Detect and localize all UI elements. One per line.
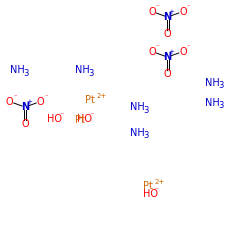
Text: +: +	[168, 49, 174, 55]
Text: NH: NH	[75, 65, 90, 75]
Text: ⁻: ⁻	[13, 94, 17, 100]
Text: 2+: 2+	[97, 92, 107, 98]
Text: +: +	[26, 99, 32, 105]
Text: 3: 3	[218, 81, 224, 90]
Text: +: +	[168, 9, 174, 15]
Text: O: O	[6, 97, 13, 107]
Text: ⁻: ⁻	[186, 4, 190, 10]
Text: ⁻: ⁻	[44, 94, 48, 100]
Text: 3: 3	[143, 131, 148, 140]
Text: N: N	[164, 52, 172, 62]
Text: ⁻: ⁻	[60, 110, 64, 120]
Text: O: O	[179, 7, 187, 17]
Text: O: O	[179, 47, 187, 57]
Text: ⁻: ⁻	[156, 4, 160, 10]
Text: O: O	[148, 47, 156, 57]
Text: NH: NH	[130, 102, 145, 113]
Text: 3: 3	[143, 106, 148, 115]
Text: O: O	[164, 29, 171, 39]
Text: HO: HO	[142, 189, 158, 199]
Text: ⁻: ⁻	[154, 186, 159, 194]
Text: O: O	[37, 97, 44, 107]
Text: HO: HO	[78, 114, 92, 124]
Text: N: N	[21, 102, 29, 113]
Text: NH: NH	[205, 98, 220, 108]
Text: Pt: Pt	[75, 115, 85, 125]
Text: 3: 3	[218, 101, 224, 110]
Text: ⁻: ⁻	[156, 44, 160, 51]
Text: O: O	[164, 69, 171, 79]
Text: Pt: Pt	[142, 181, 152, 191]
Text: O: O	[148, 7, 156, 17]
Text: 3: 3	[23, 68, 28, 78]
Text: NH: NH	[205, 78, 220, 88]
Text: Pt: Pt	[85, 95, 95, 105]
Text: NH: NH	[10, 65, 25, 75]
Text: ⁻: ⁻	[90, 110, 94, 120]
Text: N: N	[164, 12, 172, 22]
Text: NH: NH	[130, 128, 145, 138]
Text: 2+: 2+	[154, 179, 165, 185]
Text: ⁻: ⁻	[186, 44, 190, 51]
Text: O: O	[21, 119, 29, 129]
Text: HO: HO	[48, 114, 62, 124]
Text: 3: 3	[88, 68, 94, 78]
